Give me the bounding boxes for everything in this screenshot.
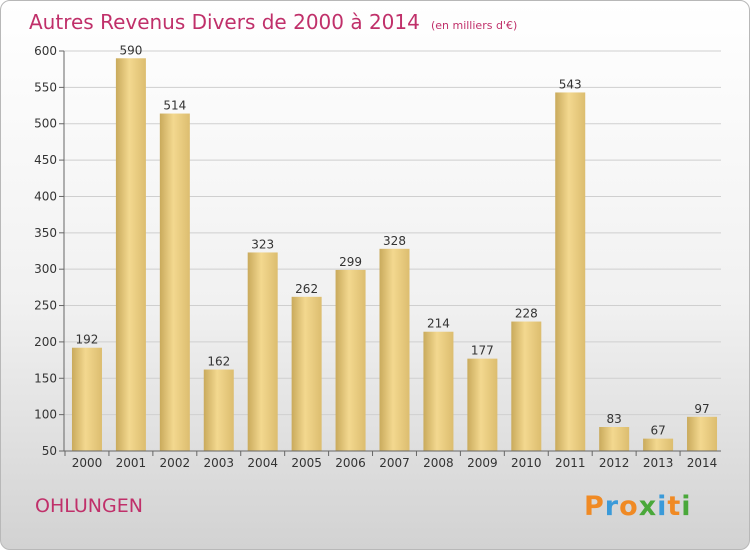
bar [687, 416, 718, 451]
logo-letter: o [619, 491, 639, 522]
x-tick-label: 2007 [379, 456, 410, 470]
data-label: 328 [383, 234, 406, 248]
y-tick-label: 250 [34, 299, 57, 313]
x-tick-label: 2005 [291, 456, 322, 470]
data-label: 514 [163, 99, 186, 113]
bar [115, 58, 146, 451]
bar [247, 252, 278, 451]
x-tick-label: 2013 [643, 456, 674, 470]
y-tick-label: 600 [34, 44, 57, 58]
y-tick-label: 500 [34, 117, 57, 131]
chart-title: Autres Revenus Divers de 2000 à 2014 (en… [29, 10, 517, 34]
data-label: 83 [607, 412, 622, 426]
y-tick-label: 400 [34, 189, 57, 203]
proxiti-logo: Proxiti [584, 491, 692, 522]
data-label: 590 [119, 43, 142, 57]
bar [203, 369, 234, 451]
y-tick-label: 50 [42, 444, 57, 458]
data-label: 97 [694, 402, 709, 416]
data-label: 192 [76, 333, 99, 347]
logo-letter: t [667, 491, 682, 522]
x-tick-label: 2009 [467, 456, 498, 470]
bar [643, 438, 674, 451]
x-tick-label: 2002 [160, 456, 191, 470]
data-label: 177 [471, 344, 494, 358]
bar [467, 358, 498, 451]
data-label: 323 [251, 237, 274, 251]
data-label: 162 [207, 355, 230, 369]
y-tick-label: 550 [34, 80, 57, 94]
data-label: 543 [559, 77, 582, 91]
y-tick-label: 200 [34, 335, 57, 349]
logo-letter: i [681, 491, 692, 522]
x-tick-label: 2008 [423, 456, 454, 470]
x-tick-label: 2001 [116, 456, 147, 470]
y-tick-label: 450 [34, 153, 57, 167]
data-label: 262 [295, 282, 318, 296]
x-tick-label: 2014 [687, 456, 718, 470]
data-label: 299 [339, 255, 362, 269]
bar [159, 113, 190, 451]
x-tick-label: 2010 [511, 456, 542, 470]
x-tick-label: 2006 [335, 456, 366, 470]
bar [379, 248, 410, 451]
y-tick-label: 100 [34, 408, 57, 422]
x-axis: 2000 2001 2002 2003 2004 2005 2006 2007 2008 2009… [64, 450, 721, 470]
x-tick-label: 2000 [72, 456, 103, 470]
bar [291, 296, 322, 451]
x-tick-label: 2011 [555, 456, 586, 470]
bar [511, 321, 542, 451]
bar [335, 269, 366, 451]
logo-letter: x [638, 491, 658, 522]
bars: 192 590 514 162 323 262 299 328 214 177 228 543 83 67… [71, 43, 718, 452]
commune-name: OHLUNGEN [35, 495, 143, 517]
x-tick-label: 2004 [247, 456, 278, 470]
y-tick-label: 300 [34, 262, 57, 276]
bar [555, 92, 586, 452]
y-tick-label: 350 [34, 226, 57, 240]
y-axis: 50 100 150 200 250 300 350 400 450 500 550 600 [34, 44, 65, 458]
logo-letter: r [604, 491, 620, 522]
data-label: 67 [650, 424, 665, 438]
y-tick-label: 150 [34, 371, 57, 385]
bar [71, 347, 102, 451]
bar [423, 331, 454, 451]
chart-subtitle: (en milliers d'€) [430, 19, 518, 32]
x-tick-label: 2003 [203, 456, 234, 470]
x-tick-label: 2012 [599, 456, 630, 470]
chart-title-text: Autres Revenus Divers de 2000 à 2014 [29, 10, 420, 34]
logo-letter: i [657, 491, 668, 522]
bar [599, 427, 630, 451]
data-label: 228 [515, 307, 538, 321]
data-label: 214 [427, 317, 450, 331]
logo-letter: P [584, 491, 605, 522]
